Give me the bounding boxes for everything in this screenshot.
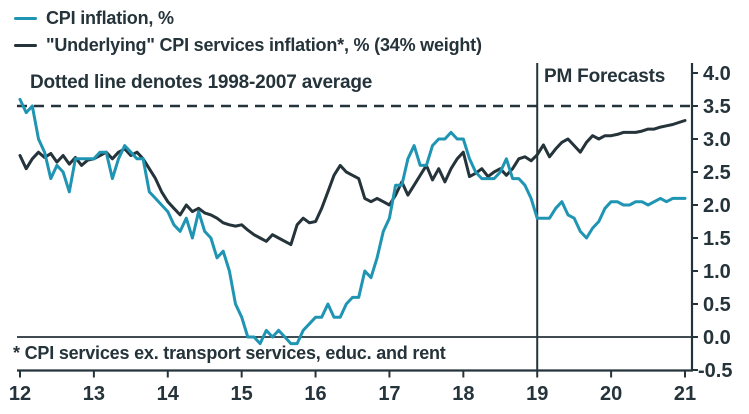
legend-label-underlying: "Underlying" CPI services inflation*, % … bbox=[46, 35, 482, 55]
axes bbox=[17, 63, 698, 378]
cpi-inflation-line bbox=[18, 97, 687, 346]
y-tick-label: 0.0 bbox=[703, 327, 731, 349]
y-tick-label: 3.0 bbox=[703, 129, 731, 151]
dotted-line-annotation: Dotted line denotes 1998-2007 average bbox=[30, 72, 373, 93]
x-tick-labels: 12 13 14 15 16 17 18 19 20 21 bbox=[9, 383, 696, 405]
x-tick-label: 13 bbox=[83, 383, 105, 405]
x-tick-label: 14 bbox=[157, 383, 180, 405]
y-tick-label: 1.5 bbox=[703, 228, 731, 250]
legend-label-cpi: CPI inflation, % bbox=[46, 8, 174, 28]
x-tick-label: 19 bbox=[526, 383, 548, 405]
legend-item-underlying: "Underlying" CPI services inflation*, % … bbox=[12, 32, 482, 59]
cpi-line-swatch bbox=[14, 16, 37, 21]
y-tick-labels: 4.0 3.5 3.0 2.5 2.0 1.5 1.0 0.5 0.0 -0.5 bbox=[698, 63, 732, 382]
x-tick-label: 12 bbox=[9, 383, 31, 405]
y-tick-label: 2.5 bbox=[703, 162, 731, 184]
x-tick-label: 21 bbox=[674, 383, 696, 405]
y-tick-label: 0.5 bbox=[703, 294, 731, 316]
reference-lines bbox=[17, 63, 692, 371]
x-tick-label: 15 bbox=[231, 383, 253, 405]
y-tick-label: 2.0 bbox=[703, 195, 731, 217]
x-tick-label: 20 bbox=[600, 383, 622, 405]
legend: CPI inflation, % "Underlying" CPI servic… bbox=[12, 5, 482, 59]
pm-forecasts-label: PM Forecasts bbox=[544, 66, 666, 87]
y-tick-label: 1.0 bbox=[703, 261, 731, 283]
x-tick-label: 18 bbox=[452, 383, 474, 405]
x-tick-label: 16 bbox=[304, 383, 326, 405]
x-tick-label: 17 bbox=[378, 383, 400, 405]
y-tick-label: 3.5 bbox=[703, 96, 731, 118]
footnote: * CPI services ex. transport services, e… bbox=[13, 343, 446, 363]
underlying-line-swatch bbox=[14, 43, 37, 48]
legend-item-cpi: CPI inflation, % bbox=[12, 5, 482, 32]
y-tick-label: -0.5 bbox=[698, 360, 732, 382]
y-tick-label: 4.0 bbox=[703, 63, 731, 85]
underlying-services-line bbox=[18, 119, 687, 247]
